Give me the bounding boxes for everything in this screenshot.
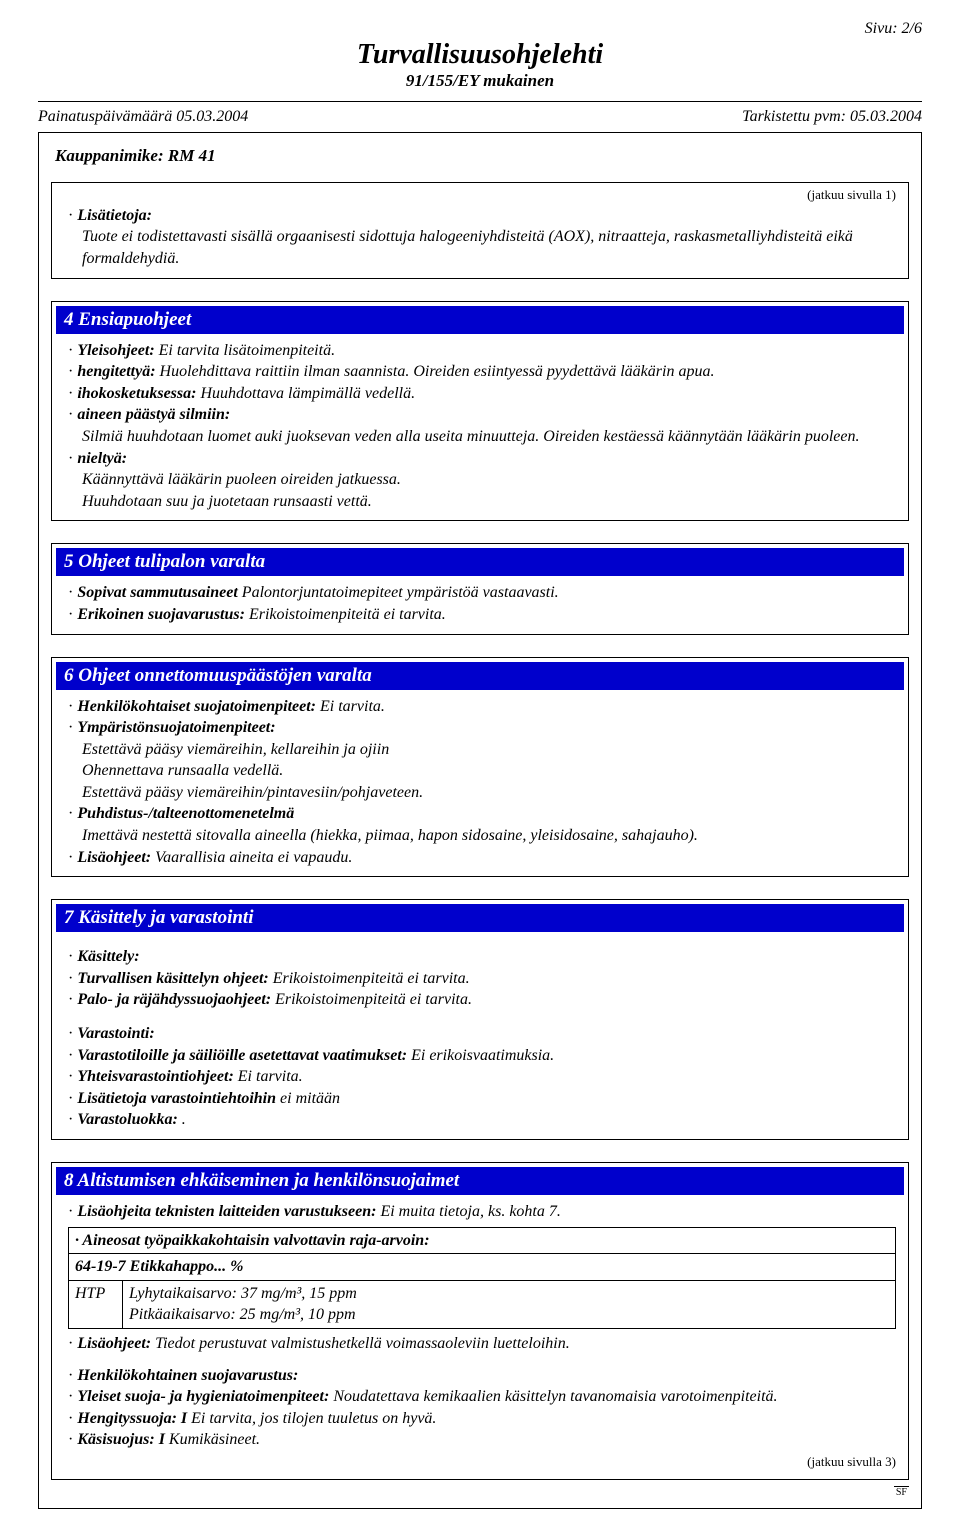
section-7-header: 7 Käsittely ja varastointi: [56, 904, 904, 932]
s8-l2-label: Lisäohjeet:: [77, 1335, 151, 1352]
page-indicator: Sivu: 2/6: [38, 20, 922, 38]
s6-l4-text: Vaarallisia aineita ei vapaudu.: [155, 849, 352, 866]
s4-l5-text2: Huuhdotaan suu ja juotetaan runsaasti ve…: [68, 491, 896, 513]
s6-l2-label: Ympäristönsuojatoimenpiteet:: [77, 719, 275, 736]
s6-l3-label: Puhdistus-/talteenottomenetelmä: [77, 805, 294, 822]
s7-h2d-text: .: [182, 1111, 186, 1128]
s8-l6-text: Kumikäsineet.: [169, 1431, 260, 1448]
section-6: 6 Ohjeet onnettomuuspäästöjen varalta · …: [51, 657, 909, 878]
divider: [38, 101, 922, 102]
s4-l3-label: ihokosketuksessa:: [77, 385, 196, 402]
intro-box: (jatkuu sivulla 1) · Lisätietoja: Tuote …: [51, 182, 909, 279]
section-8: 8 Altistumisen ehkäiseminen ja henkilöns…: [51, 1162, 909, 1479]
s4-l1-label: Yleisohjeet:: [77, 342, 154, 359]
s5-l2-label: Erikoinen suojavarustus:: [77, 606, 245, 623]
cas-row: 64-19-7 Etikkahappo... %: [69, 1254, 896, 1281]
s6-l2-t1: Estettävä pääsy viemäreihin, kellareihin…: [68, 739, 896, 761]
s7-h1a-text: Erikoistoimenpiteitä ei tarvita.: [273, 970, 470, 987]
s7-h2a-text: Ei erikoisvaatimuksia.: [411, 1047, 554, 1064]
tbl-head: Aineosat työpaikkakohtaisin valvottavin …: [82, 1232, 429, 1249]
s5-l1-text: Palontorjuntatoimepiteet ympäristöä vast…: [242, 584, 559, 601]
s5-l2-text: Erikoistoimenpiteitä ei tarvita.: [249, 606, 446, 623]
continued-to: (jatkuu sivulla 3): [68, 1453, 896, 1471]
s8-l1-text: Ei muita tietoja, ks. kohta 7.: [380, 1203, 560, 1220]
s7-h1b-text: Erikoistoimenpiteitä ei tarvita.: [275, 991, 472, 1008]
section-5-header: 5 Ohjeet tulipalon varalta: [56, 548, 904, 576]
s4-l1-text: Ei tarvita lisätoimenpiteitä.: [159, 342, 335, 359]
s4-l4-text: Silmiä huuhdotaan luomet auki juoksevan …: [68, 426, 896, 448]
sf-mark: SF: [894, 1486, 909, 1498]
s7-h1b-label: Palo- ja räjähdyssuojaohjeet:: [77, 991, 271, 1008]
s8-l5-label: Hengityssuoja: I: [77, 1410, 187, 1427]
limit-long: Pitkäaikaisarvo: 25 mg/m³, 10 ppm: [129, 1306, 356, 1323]
trade-name: Kauppanimike: RM 41: [55, 146, 905, 166]
doc-subtitle: 91/155/EY mukainen: [38, 71, 922, 91]
review-date: Tarkistettu pvm: 05.03.2004: [742, 108, 922, 126]
s4-l3-text: Huuhdottava lämpimällä vedellä.: [200, 385, 415, 402]
s4-l2-text: Huolehdittava raittiin ilman saannista. …: [160, 363, 715, 380]
section-7: 7 Käsittely ja varastointi · Käsittely: …: [51, 899, 909, 1140]
s8-l1-label: Lisäohjeita teknisten laitteiden varustu…: [77, 1203, 376, 1220]
s4-l2-label: hengitettyä:: [77, 363, 155, 380]
s7-h1a-label: Turvallisen käsittelyn ohjeet:: [77, 970, 268, 987]
s6-l4-label: Lisäohjeet:: [77, 849, 151, 866]
section-4: 4 Ensiapuohjeet · Yleisohjeet: Ei tarvit…: [51, 301, 909, 522]
s7-h2b-text: Ei tarvita.: [238, 1068, 303, 1085]
s7-h2b-label: Yhteisvarastointiohjeet:: [77, 1068, 233, 1085]
s4-l5-text1: Käännyttävä lääkärin puoleen oireiden ja…: [68, 469, 896, 491]
s6-l1-text: Ei tarvita.: [320, 698, 385, 715]
exposure-table: · Aineosat työpaikkakohtaisin valvottavi…: [68, 1227, 896, 1329]
s8-l5-text: Ei tarvita, jos tilojen tuuletus on hyvä…: [191, 1410, 436, 1427]
s8-l2-text: Tiedot perustuvat valmistushetkellä voim…: [155, 1335, 570, 1352]
s4-l5-label: nieltyä:: [77, 450, 127, 467]
s6-l2-t3: Estettävä pääsy viemäreihin/pintavesiin/…: [68, 782, 896, 804]
intro-label: Lisätietoja:: [77, 207, 152, 224]
s6-l1-label: Henkilökohtaiset suojatoimenpiteet:: [77, 698, 316, 715]
s8-l6-label: Käsisuojus: I: [77, 1431, 165, 1448]
section-5: 5 Ohjeet tulipalon varalta · Sopivat sam…: [51, 543, 909, 634]
s7-h2c-text: ei mitään: [280, 1090, 340, 1107]
s7-h2d-label: Varastoluokka:: [77, 1111, 177, 1128]
s7-h2c-label: Lisätietoja varastointiehtoihin: [77, 1090, 276, 1107]
outer-frame: Kauppanimike: RM 41 (jatkuu sivulla 1) ·…: [38, 132, 922, 1509]
s8-l3-label: Henkilökohtainen suojavarustus:: [77, 1367, 298, 1384]
section-4-header: 4 Ensiapuohjeet: [56, 306, 904, 334]
intro-text: Tuote ei todistettavasti sisällä orgaani…: [68, 226, 896, 269]
s5-l1-label: Sopivat sammutusaineet: [77, 584, 237, 601]
s7-h2a-label: Varastotiloille ja säiliöille asetettava…: [77, 1047, 407, 1064]
doc-title: Turvallisuusohjelehti: [38, 40, 922, 71]
s4-l4-label: aineen päästyä silmiin:: [77, 406, 230, 423]
section-8-header: 8 Altistumisen ehkäiseminen ja henkilöns…: [56, 1167, 904, 1195]
s8-l4-label: Yleiset suoja- ja hygieniatoimenpiteet:: [77, 1388, 329, 1405]
limit-short: Lyhytaikaisarvo: 37 mg/m³, 15 ppm: [129, 1285, 357, 1302]
s7-h1-label: Käsittely:: [77, 948, 139, 965]
s8-l4-text: Noudatettava kemikaalien käsittelyn tava…: [333, 1388, 777, 1405]
limit-label: HTP: [69, 1280, 123, 1328]
s6-l2-t2: Ohennettava runsaalla vedellä.: [68, 760, 896, 782]
section-6-header: 6 Ohjeet onnettomuuspäästöjen varalta: [56, 662, 904, 690]
s6-l3-text: Imettävä nestettä sitovalla aineella (hi…: [68, 825, 896, 847]
s7-h2-label: Varastointi:: [77, 1025, 154, 1042]
continued-from: (jatkuu sivulla 1): [52, 183, 908, 203]
print-date: Painatuspäivämäärä 05.03.2004: [38, 108, 248, 126]
